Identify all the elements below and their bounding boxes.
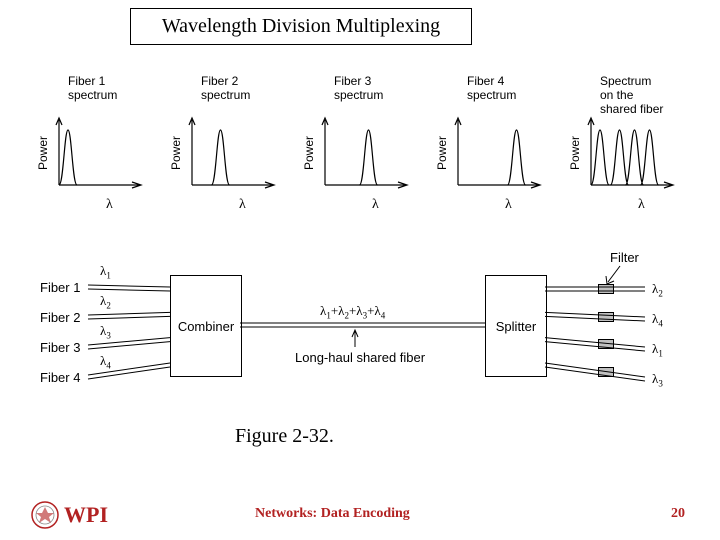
- x-axis-label: λ: [638, 197, 645, 213]
- seal-icon: [30, 500, 60, 530]
- y-axis-label: Power: [302, 136, 316, 170]
- wpi-logo: WPI: [30, 500, 108, 530]
- spectrum-plot: [187, 115, 277, 190]
- spectrum-label: Fiber 1spectrum: [68, 75, 117, 103]
- page-number: 20: [671, 506, 685, 522]
- footer-text: Networks: Data Encoding: [255, 506, 410, 522]
- spectrum-label: Spectrumon theshared fiber: [600, 75, 663, 116]
- x-axis-label: λ: [239, 197, 246, 213]
- spectrum-plot: [54, 115, 144, 190]
- figure-caption: Figure 2-32.: [235, 425, 334, 448]
- slide-title: Wavelength Division Multiplexing: [130, 8, 472, 45]
- spectrum-label: Fiber 4spectrum: [467, 75, 516, 103]
- wdm-schematic: Fiber 1λ1Fiber 2λ2Fiber 3λ3Fiber 4λ4Comb…: [40, 250, 680, 410]
- spectrum-plot: [453, 115, 543, 190]
- x-axis-label: λ: [505, 197, 512, 213]
- logo-text: WPI: [64, 502, 108, 528]
- spectrum-panel-2: Fiber 2spectrumPower λ: [173, 75, 291, 225]
- spectrum-panel-1: Fiber 1spectrumPower λ: [40, 75, 158, 225]
- spectrum-label: Fiber 3spectrum: [334, 75, 383, 103]
- spectrum-plot: [586, 115, 676, 190]
- spectrum-plot: [320, 115, 410, 190]
- y-axis-label: Power: [169, 136, 183, 170]
- y-axis-label: Power: [36, 136, 50, 170]
- x-axis-label: λ: [106, 197, 113, 213]
- y-axis-label: Power: [435, 136, 449, 170]
- spectrum-panel-5: Spectrumon theshared fiberPower λ: [572, 75, 690, 225]
- spectrum-panel-4: Fiber 4spectrumPower λ: [439, 75, 557, 225]
- spectrum-panel-3: Fiber 3spectrumPower λ: [306, 75, 424, 225]
- schematic-lines: [40, 250, 680, 410]
- spectrum-label: Fiber 2spectrum: [201, 75, 250, 103]
- y-axis-label: Power: [568, 136, 582, 170]
- spectra-row: Fiber 1spectrumPower λFiber 2spectrumPow…: [40, 75, 690, 225]
- x-axis-label: λ: [372, 197, 379, 213]
